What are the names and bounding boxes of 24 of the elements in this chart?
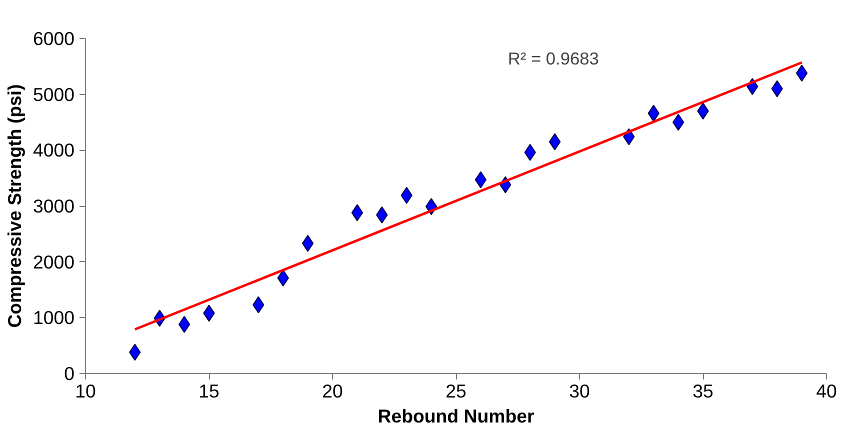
x-axis-title: Rebound Number [378,406,534,426]
point [302,234,314,252]
y-axis-title: Compressive Strength (psi) [4,84,25,328]
x-tick-label: 40 [816,380,837,402]
x-tick-label: 35 [692,380,714,402]
y-tick-label: 1000 [32,307,75,328]
annotation: R² = 0.9683 [508,48,599,69]
y-tick-label: 3000 [32,196,75,216]
point [178,316,190,333]
point [548,133,561,150]
point [351,204,364,222]
point [796,64,808,82]
y-tick-label: 6000 [32,28,75,49]
point [672,114,684,131]
point [474,171,487,188]
y-tick-label: 0 [64,363,75,384]
x-tick-label: 20 [322,380,343,402]
y-tick-label: 4000 [32,140,75,161]
x-tick-label: 10 [75,380,96,402]
y-tick-label: 2000 [32,251,75,272]
x-tick-label: 15 [198,380,220,402]
y-tick-label: 5000 [32,84,75,105]
x-tick-label: 30 [569,380,590,402]
x-tick-label: 25 [446,380,466,402]
